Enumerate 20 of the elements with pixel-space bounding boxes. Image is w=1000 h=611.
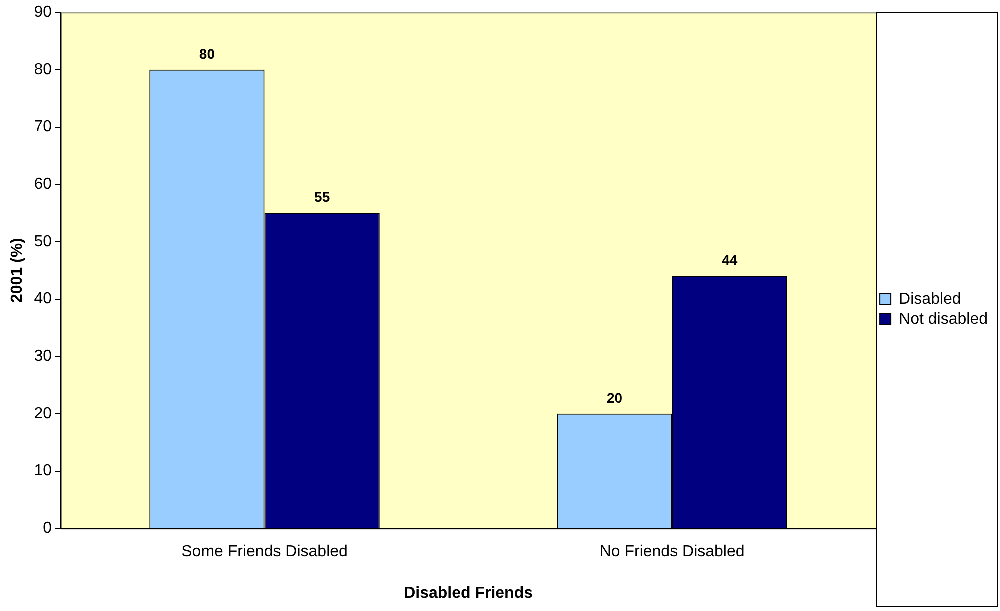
data-label: 80 <box>199 46 216 62</box>
y-tick-label: 90 <box>34 4 52 22</box>
y-axis-title: 2001 (%) <box>9 238 26 304</box>
legend-label: Disabled <box>899 290 962 308</box>
x-tick-label: Some Friends Disabled <box>182 544 348 561</box>
y-tick-label: 70 <box>34 118 52 136</box>
y-tick-label: 30 <box>34 348 52 366</box>
y-tick-label: 40 <box>34 290 52 308</box>
x-tick-label: No Friends Disabled <box>600 544 745 561</box>
x-axis-title: Disabled Friends <box>404 584 534 602</box>
y-tick-label: 50 <box>34 233 52 250</box>
y-tick-label: 0 <box>43 520 52 538</box>
data-label: 44 <box>722 252 738 268</box>
y-tick-label: 20 <box>34 405 52 422</box>
legend-label: Not disabled <box>899 310 988 328</box>
y-tick-label: 60 <box>34 176 52 194</box>
data-label: 20 <box>606 390 623 406</box>
data-label: 55 <box>314 189 330 206</box>
y-tick-label: 80 <box>34 61 52 78</box>
y-tick-label: 10 <box>34 462 52 480</box>
